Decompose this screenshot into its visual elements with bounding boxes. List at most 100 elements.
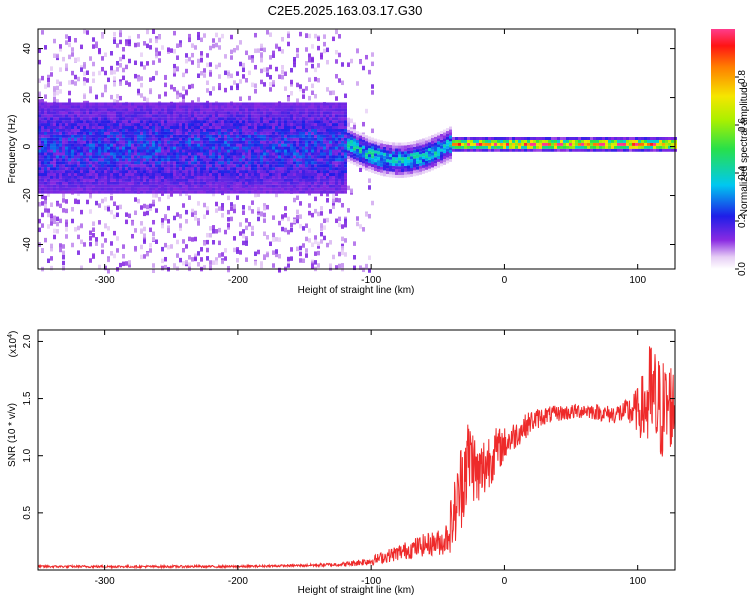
spectrogram-band-cell [53,120,56,124]
spectrogram-band-cell [65,125,68,129]
spectrogram-band-cell [155,111,158,115]
spectrogram-band-cell [149,123,152,127]
spectrogram-band-cell [323,105,326,109]
spectrogram-band-cell [347,156,350,160]
spectrogram-band-cell [251,143,254,147]
spectrogram-band-cell [41,128,44,132]
spectrogram-band-cell [62,114,65,118]
spectrogram-band-cell [365,164,368,168]
spectrogram-band-cell [197,164,200,168]
spectrogram-band-cell [416,154,419,158]
spectrogram-band-cell [410,144,413,148]
spectrogram-band-cell [197,161,200,165]
spectrogram-band-cell [215,152,218,156]
spectrogram-band-cell [245,173,248,176]
spectrogram-band-cell [320,102,323,106]
spectrogram-band-cell [68,173,71,176]
spectrogram-band-cell [272,128,275,132]
spectrogram-noise-cell [50,265,53,271]
spectrogram-noise-cell [65,208,68,214]
spectrogram-noise-cell [314,196,317,202]
spectrogram-band-cell [176,164,179,168]
spectrogram-band-cell [71,152,74,156]
spectrogram-noise-cell [83,64,86,69]
spectrogram-band-cell [293,155,296,159]
spectrogram-band-cell [59,105,62,109]
spectrogram-band-cell [113,140,116,144]
spectrogram-band-cell [71,117,74,121]
spectrogram-band-cell [149,161,152,165]
spectrogram-noise-cell [197,31,200,37]
spectrogram-band-cell [164,117,167,121]
spectrogram-band-cell [185,164,188,168]
spectrogram-band-cell [209,178,212,182]
spectrogram-band-cell [38,140,41,144]
spectrogram-band-cell [284,108,287,112]
spectrogram-band-cell [221,181,224,185]
spectrogram-band-cell [329,123,332,127]
spectrogram-band-cell [305,184,308,188]
spectrogram-noise-cell [254,192,257,198]
spectrogram-band-cell [335,117,338,121]
spectrogram-band-cell [233,111,236,115]
spectrogram-noise-cell [53,96,56,102]
spectrogram-band-cell [275,137,278,141]
spectrogram-band-cell [185,117,188,121]
spectrogram-band-cell [335,158,338,162]
spectrogram-band-cell [92,140,95,144]
spectrogram-noise-cell [80,223,83,228]
spectrogram-noise-cell [179,257,182,263]
spectrogram-band-cell [59,155,62,159]
spectrogram-band-cell [83,155,86,159]
spectrogram-noise-cell [194,253,197,259]
spectrogram-band-cell [191,164,194,168]
spectrogram-band-cell [341,178,344,182]
spectrogram-band-cell [53,143,56,147]
spectrogram-band-cell [269,170,272,174]
spectrogram-band-cell [155,175,158,179]
spectrogram-band-cell [110,181,113,185]
spectrogram-band-cell [158,102,161,106]
spectrogram-band-cell [53,128,56,132]
spectrogram-band-cell [161,137,164,141]
spectrogram-band-cell [254,149,257,153]
spectrogram-noise-cell [71,79,74,85]
spectrogram-noise-cell [116,60,119,66]
spectrogram-band-cell [161,190,164,194]
spectrogram-band-cell [383,152,386,156]
spectrogram-band-cell [260,152,263,156]
spectrogram-band-cell [293,120,296,124]
spectrogram-band-cell [140,120,143,124]
spectrogram-band-cell [119,175,122,179]
spectrogram-band-cell [203,184,206,188]
spectrogram-band-cell [56,167,59,171]
spectrogram-band-cell [161,149,164,153]
spectrogram-band-cell [68,111,71,115]
spectrogram-band-cell [383,141,386,145]
spectrogram-band-cell [47,167,50,171]
spectrogram-band-cell [212,161,215,165]
spectrogram-band-cell [41,161,44,165]
spectrogram-band-cell [143,190,146,194]
spectrogram-band-cell [161,131,164,135]
spectrogram-band-cell [191,167,194,171]
spectrogram-band-cell [170,167,173,171]
spectrogram-band-cell [47,134,50,138]
spectrogram-band-cell [413,149,416,153]
spectrogram-band-cell [341,161,344,165]
spectrogram-band-cell [182,128,185,132]
spectrogram-noise-cell [44,200,47,205]
spectrogram-band-cell [44,173,47,176]
spectrogram-band-cell [404,148,407,152]
spectrogram-band-cell [167,178,170,182]
spectrogram-noise-cell [104,205,107,211]
spectrogram-noise-cell [41,75,44,81]
spectrogram-band-cell [86,155,89,159]
spectrogram-band-cell [110,152,113,156]
spectrogram-band-cell [320,134,323,138]
spectrogram-band-cell [281,158,284,162]
spectrogram-band-cell [263,131,266,135]
spectrogram-band-cell [137,146,140,150]
spectrogram-band-cell [200,111,203,115]
spectrogram-band-cell [131,128,134,132]
